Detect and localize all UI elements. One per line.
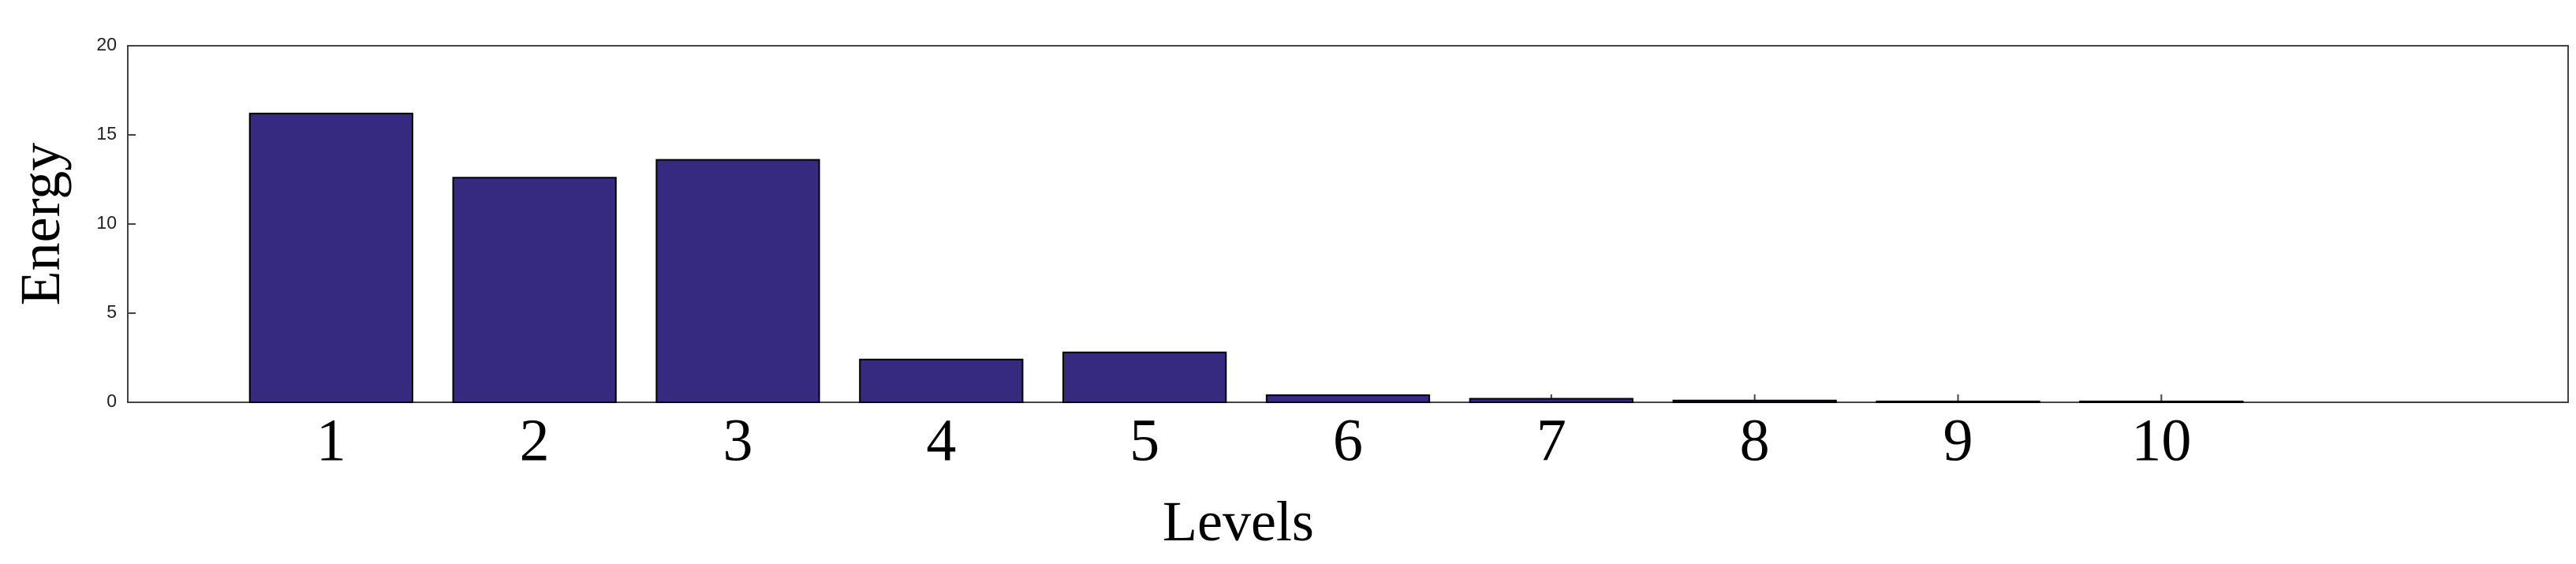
- x-tick-label: 6: [1333, 408, 1363, 474]
- x-tick-label: 10: [2131, 408, 2191, 474]
- y-tick-label: 5: [106, 301, 117, 322]
- x-axis-label: Levels: [1163, 490, 1314, 553]
- y-axis-label: Energy: [9, 143, 72, 306]
- bar: [248, 112, 413, 403]
- bar: [1062, 351, 1227, 403]
- y-tick-label: 15: [96, 123, 117, 144]
- y-tick-label: 0: [106, 390, 117, 411]
- y-tick-label: 20: [96, 34, 117, 54]
- x-tick-label: 7: [1536, 408, 1566, 474]
- bar: [1672, 399, 1837, 403]
- x-tick-label: 2: [520, 408, 550, 474]
- y-tick-label: 10: [96, 212, 117, 233]
- x-tick-label: 8: [1740, 408, 1770, 474]
- bar: [859, 358, 1024, 404]
- bar: [452, 177, 617, 404]
- bar: [655, 159, 820, 403]
- x-tick-label: 1: [316, 408, 346, 474]
- bar: [1265, 394, 1431, 403]
- x-tick-label: 9: [1943, 408, 1973, 474]
- bar: [1469, 398, 1633, 404]
- x-tick-label: 4: [926, 408, 956, 474]
- x-tick-label: 3: [723, 408, 753, 474]
- x-tick-label: 5: [1129, 408, 1159, 474]
